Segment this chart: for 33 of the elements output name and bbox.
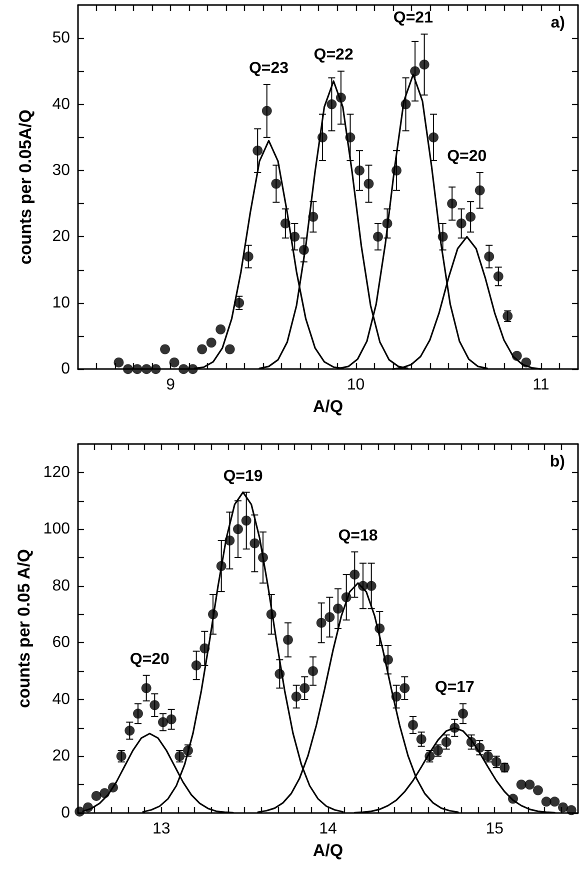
x-tick-label: 9 [166,376,176,394]
annotation: Q=22 [314,46,354,64]
y-tick-label: 0 [61,804,70,822]
x-tick-label: 13 [152,820,170,838]
annotation: Q=20 [130,650,170,668]
y-tick-label: 80 [52,577,70,594]
y-tick-label: 120 [43,464,70,481]
y-tick-label: 20 [52,748,70,765]
annotation: b) [550,454,566,470]
x-tick-label: 10 [346,376,365,394]
y-axis-title: counts per 0.05A/Q [16,110,35,265]
x-axis-title: A/Q [312,397,344,416]
y-tick-label: 40 [52,690,70,708]
y-tick-label: 100 [43,520,70,538]
annotation: Q=23 [248,60,289,77]
y-tick-label: 10 [52,294,70,312]
x-tick-label: 11 [532,376,550,394]
annotation: Q=17 [434,679,475,696]
y-tick-label: 30 [52,162,70,179]
x-tick-label: 15 [486,820,504,838]
annotation: a) [550,14,566,32]
annotation: Q=18 [338,527,378,544]
y-tick-label: 40 [52,96,70,113]
y-tick-label: 20 [52,228,70,246]
y-axis-title: counts per 0.05 A/Q [14,548,34,708]
x-tick-label: 14 [319,820,337,838]
annotation: Q=20 [447,148,487,165]
y-tick-label: 60 [52,634,70,652]
y-tick-label: 50 [52,30,70,47]
y-tick-label: 0 [61,360,70,378]
annotation: Q=19 [223,468,263,485]
annotation: Q=21 [393,10,434,27]
x-axis-title: A/Q [312,840,344,860]
